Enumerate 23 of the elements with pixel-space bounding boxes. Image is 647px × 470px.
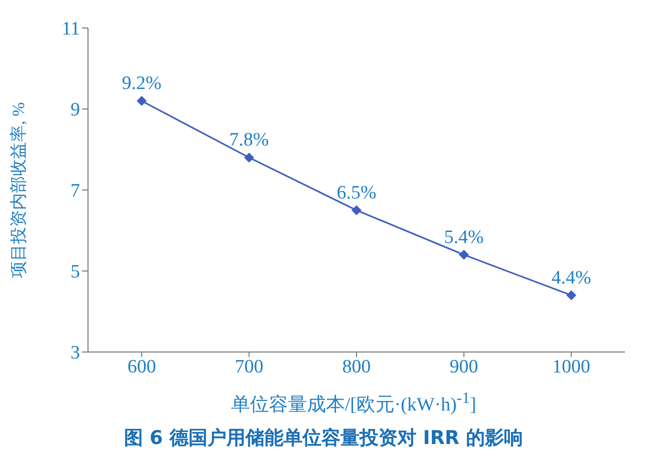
data-label: 4.4% — [552, 267, 592, 288]
data-label: 9.2% — [122, 72, 162, 94]
data-label: 5.4% — [444, 226, 484, 248]
y-tick-label: 9 — [70, 100, 80, 121]
x-axis-title: 单位容量成本/[欧元·(kW·h)$^{-1}$] — [230, 390, 478, 418]
y-tick-label: 11 — [62, 18, 80, 40]
x-tick-label: 600 — [127, 356, 156, 378]
data-label: 7.8% — [229, 130, 270, 151]
y-tick-label: 7 — [70, 180, 80, 202]
point — [352, 205, 362, 216]
x-tick-label: 900 — [450, 356, 478, 378]
x-tick-label: 1000 — [552, 356, 590, 378]
data-label: 6.5% — [336, 182, 376, 204]
x-tick-label: 800 — [342, 356, 371, 378]
text: 图 6 德国户用储能单位容量投资对 IRR 的影响 — [122, 426, 524, 452]
y-axis-title: 项目投资内部收益率, % — [9, 102, 28, 278]
x-tick-label: 700 — [234, 356, 264, 378]
point — [136, 96, 147, 106]
y-tick-label: 5 — [70, 262, 80, 283]
y-tick-label: 3 — [70, 342, 80, 364]
point — [458, 250, 469, 260]
point — [244, 152, 254, 163]
point — [566, 290, 576, 300]
